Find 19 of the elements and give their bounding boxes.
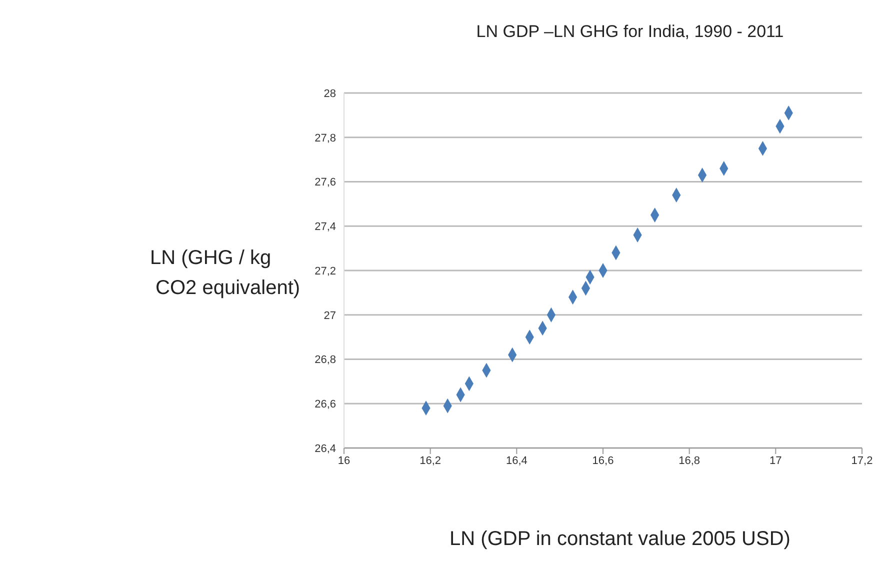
x-tick-label: 16,4 <box>506 454 528 467</box>
x-tick-label: 16 <box>338 454 350 467</box>
x-tick-label: 16,2 <box>420 454 442 467</box>
x-tick-label: 16,6 <box>592 454 614 467</box>
y-tick-label: 26,6 <box>314 398 336 411</box>
y-tick-label: 27,8 <box>314 132 336 144</box>
x-tick-label: 17 <box>770 454 782 467</box>
y-tick-label: 27 <box>324 310 336 322</box>
y-tick-label: 27,6 <box>314 176 336 189</box>
x-tick-label: 16,8 <box>678 454 700 467</box>
y-tick-label: 28 <box>324 88 336 100</box>
x-tick-label: 17,2 <box>851 454 873 467</box>
y-axis-title: LN (GHG / kg CO2 equivalent) <box>150 246 300 301</box>
y-tick-label: 27,2 <box>314 265 336 278</box>
x-axis-title: LN (GDP in constant value 2005 USD) <box>448 528 792 551</box>
chart-title: LN GDP –LN GHG for India, 1990 - 2011 <box>475 22 785 42</box>
y-tick-label: 26,4 <box>314 442 336 455</box>
y-tick-label: 26,8 <box>314 354 336 366</box>
y-tick-label: 27,4 <box>314 221 336 234</box>
